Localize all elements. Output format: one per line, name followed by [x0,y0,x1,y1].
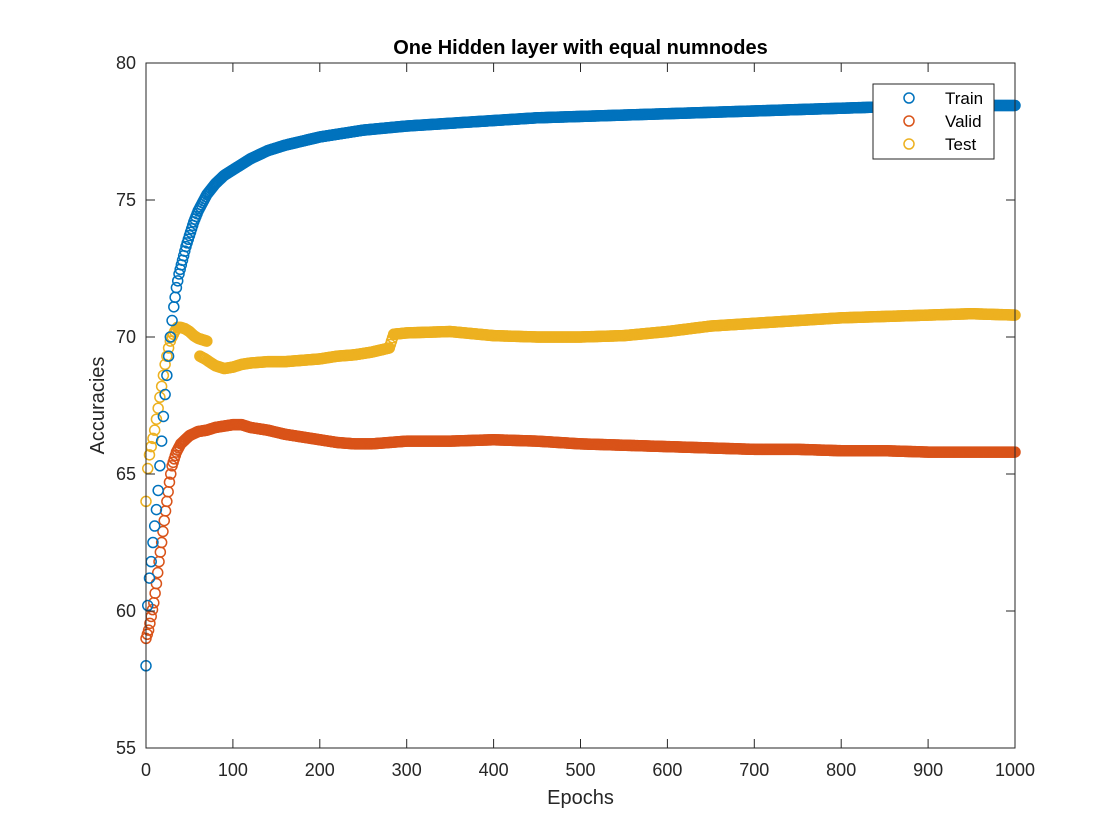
data-point-train [171,275,184,287]
x-tick-label: 200 [305,760,335,780]
x-axis-label: Epochs [547,787,614,809]
legend-label-valid: Valid [945,112,982,131]
legend-label-test: Test [945,135,976,154]
data-point-test [201,335,213,347]
data-point-train [162,350,175,362]
data-point-valid [165,468,177,480]
legend: Train Valid Test [872,83,995,160]
data-point-test [148,424,161,436]
data-point-valid [163,476,176,488]
legend-marker-train [903,92,915,104]
plot-area [146,63,1015,748]
data-point-valid [150,577,163,590]
legend-box [872,83,995,160]
y-tick-label: 75 [116,190,136,210]
x-tick-label: 900 [913,760,943,780]
data-point-train [157,410,170,423]
legend-marker-valid [903,115,915,127]
data-point-valid [144,617,156,630]
data-point-train [155,435,168,447]
series-valid [140,418,1021,645]
data-point-test [157,369,170,382]
data-point-train [164,331,177,343]
data-point-train [161,369,173,382]
y-tick-label: 70 [116,327,136,347]
data-point-train [154,460,166,472]
y-tick-label: 80 [116,53,136,73]
legend-marker-test [903,138,915,150]
y-tick-label: 60 [116,601,136,621]
series-test [140,307,1021,508]
data-point-train [170,281,183,294]
data-point-test [162,342,175,354]
y-tick-label: 65 [116,464,136,484]
chart-title: One Hidden layer with equal numnodes [393,37,768,59]
data-point-valid [142,624,155,636]
ticks-layer: 0 100 200 300 400 500 600 700 800 900 1000 55 60 65 70… [116,53,1035,780]
data-point-test [150,413,163,425]
data-point-valid [157,525,169,538]
data-point-train [152,484,164,497]
data-point-valid [155,536,168,549]
legend-label-train: Train [945,89,983,108]
x-tick-label: 100 [218,760,248,780]
x-tick-label: 600 [652,760,682,780]
y-axis-label: Accuracies [87,357,109,455]
x-tick-label: 800 [826,760,856,780]
x-tick-label: 1000 [995,760,1035,780]
x-tick-label: 400 [479,760,509,780]
y-tick-label: 55 [116,738,136,758]
data-point-test [143,449,156,461]
data-point-train [159,388,171,401]
data-point-test [152,402,164,414]
data-point-train [150,503,163,516]
data-point-train [143,572,156,584]
data-point-train [166,314,178,327]
x-tick-label: 500 [565,760,595,780]
data-point-train [179,245,191,257]
data-point-train [147,536,159,549]
data-point-train [148,520,161,532]
x-tick-label: 700 [739,760,769,780]
x-tick-label: 0 [141,760,151,780]
data-point-valid [151,566,164,579]
x-tick-label: 300 [392,760,422,780]
